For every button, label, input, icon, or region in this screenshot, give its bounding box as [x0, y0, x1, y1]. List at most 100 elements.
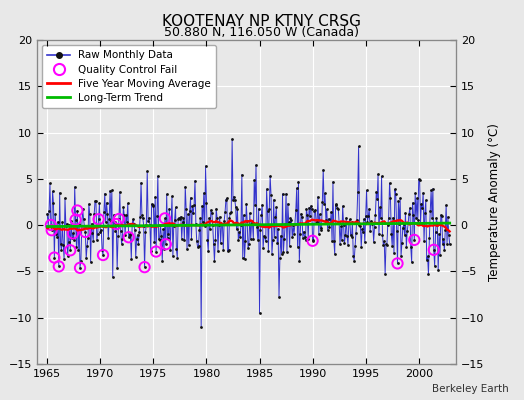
Point	[244, 245, 252, 251]
Point	[237, 222, 245, 228]
Point	[175, 214, 183, 221]
Point	[314, 231, 323, 237]
Point	[293, 244, 302, 250]
Point	[394, 260, 402, 267]
Point	[239, 212, 248, 218]
Point	[403, 228, 411, 235]
Point	[322, 217, 330, 223]
Point	[126, 232, 135, 238]
Point	[368, 220, 377, 226]
Point	[229, 196, 237, 203]
Point	[241, 237, 249, 244]
Point	[417, 200, 425, 207]
Point	[62, 223, 70, 229]
Point	[397, 253, 405, 259]
Point	[352, 230, 360, 236]
Point	[370, 224, 379, 230]
Point	[81, 229, 90, 235]
Point	[135, 228, 144, 235]
Point	[59, 241, 68, 248]
Point	[357, 244, 365, 250]
Point	[79, 216, 88, 222]
Point	[236, 234, 244, 240]
Point	[274, 226, 282, 232]
Point	[195, 227, 204, 233]
Point	[354, 143, 363, 150]
Point	[140, 264, 149, 270]
Point	[58, 219, 67, 225]
Point	[323, 226, 332, 233]
Point	[82, 255, 91, 262]
Point	[215, 214, 224, 220]
Point	[286, 243, 294, 249]
Point	[110, 212, 118, 218]
Point	[246, 210, 254, 216]
Point	[270, 234, 279, 240]
Point	[378, 232, 387, 239]
Point	[407, 244, 415, 250]
Point	[260, 233, 268, 239]
Point	[210, 240, 218, 247]
Point	[49, 200, 58, 206]
Point	[307, 203, 315, 209]
Point	[283, 248, 291, 255]
Point	[160, 246, 168, 252]
Point	[178, 236, 186, 242]
Point	[76, 265, 84, 271]
Point	[159, 226, 167, 232]
Point	[187, 194, 195, 201]
Point	[136, 214, 144, 220]
Y-axis label: Temperature Anomaly (°C): Temperature Anomaly (°C)	[488, 123, 501, 281]
Point	[325, 224, 334, 230]
Point	[350, 257, 358, 264]
Point	[200, 190, 208, 196]
Point	[330, 238, 338, 244]
Point	[408, 200, 417, 206]
Point	[238, 255, 247, 262]
Point	[304, 236, 312, 242]
Point	[334, 206, 343, 212]
Point	[164, 231, 172, 237]
Point	[300, 228, 308, 235]
Point	[335, 220, 343, 226]
Point	[232, 226, 241, 232]
Point	[249, 236, 258, 242]
Point	[300, 234, 309, 240]
Point	[146, 222, 154, 228]
Point	[75, 221, 83, 228]
Point	[116, 189, 124, 195]
Point	[67, 218, 75, 224]
Legend: Raw Monthly Data, Quality Control Fail, Five Year Moving Average, Long-Term Tren: Raw Monthly Data, Quality Control Fail, …	[42, 45, 216, 108]
Point	[433, 222, 442, 228]
Point	[364, 213, 373, 219]
Point	[124, 200, 132, 207]
Point	[254, 237, 262, 243]
Point	[93, 237, 101, 243]
Point	[130, 221, 138, 227]
Point	[116, 228, 125, 235]
Point	[392, 228, 401, 234]
Point	[132, 254, 140, 260]
Point	[215, 222, 223, 228]
Point	[68, 234, 77, 241]
Point	[97, 227, 105, 234]
Point	[50, 254, 59, 261]
Point	[301, 236, 310, 243]
Point	[264, 208, 272, 214]
Point	[227, 209, 235, 215]
Point	[206, 226, 214, 232]
Point	[123, 218, 131, 225]
Point	[309, 238, 317, 244]
Point	[65, 222, 73, 228]
Point	[440, 247, 449, 254]
Point	[189, 210, 198, 216]
Point	[122, 212, 130, 219]
Point	[134, 241, 143, 247]
Point	[219, 247, 227, 253]
Point	[120, 212, 128, 218]
Point	[133, 236, 141, 242]
Point	[439, 236, 447, 242]
Point	[198, 203, 206, 209]
Point	[292, 207, 300, 214]
Point	[323, 206, 331, 213]
